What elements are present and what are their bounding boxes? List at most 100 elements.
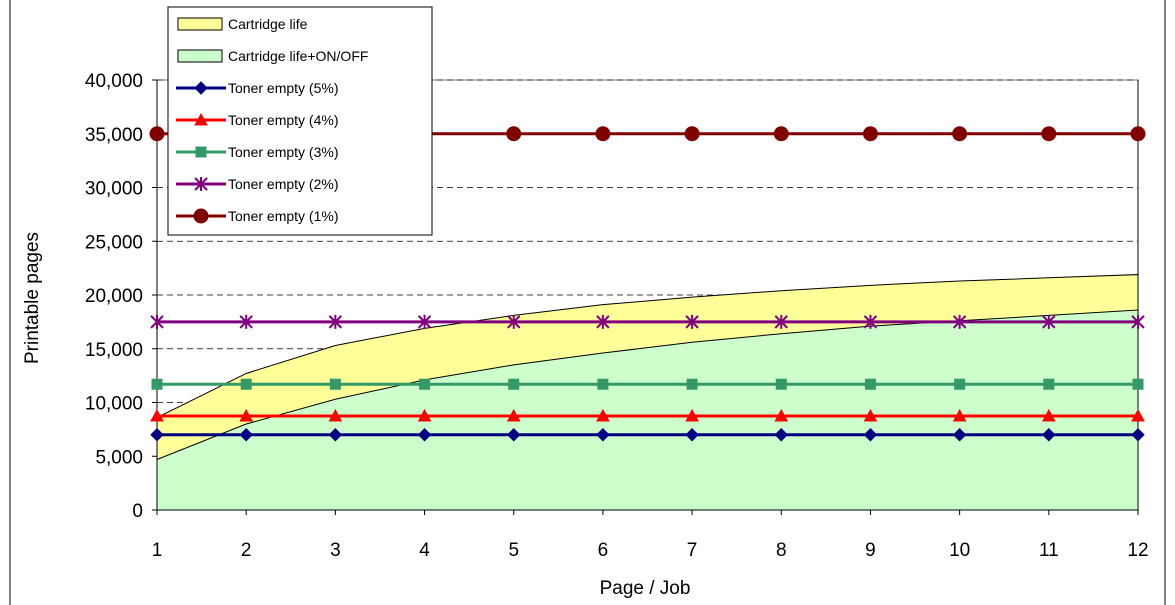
series-2-point-8 bbox=[774, 408, 789, 422]
x-tick-label-1: 2 bbox=[241, 540, 252, 561]
x-tick-label-7: 8 bbox=[776, 540, 787, 561]
series-3-point-4 bbox=[419, 378, 431, 390]
series-2-point-12 bbox=[1131, 408, 1145, 422]
x-tick-label-0: 1 bbox=[152, 540, 163, 561]
x-tick-label-8: 9 bbox=[865, 540, 876, 561]
series-2 bbox=[150, 408, 1145, 422]
series-1-point-7 bbox=[685, 428, 699, 442]
series-4-point-2 bbox=[239, 314, 253, 329]
series-5-point-11 bbox=[1041, 126, 1057, 142]
series-5-point-5 bbox=[506, 126, 522, 142]
series-3-point-2 bbox=[240, 378, 252, 390]
series-1-point-8 bbox=[774, 428, 788, 442]
series-1-point-4 bbox=[417, 428, 432, 442]
legend-label-5: Toner empty (3%) bbox=[228, 144, 338, 160]
series-4-point-4 bbox=[417, 314, 432, 329]
series-3-point-9 bbox=[864, 378, 876, 390]
x-tick-label-11: 12 bbox=[1127, 540, 1148, 561]
series-4-point-7 bbox=[685, 314, 699, 329]
series-4-point-12 bbox=[1131, 314, 1145, 329]
series-4-point-8 bbox=[774, 314, 788, 329]
series-4-point-6 bbox=[596, 314, 610, 329]
series-3 bbox=[151, 378, 1144, 390]
series-5-point-10 bbox=[952, 126, 968, 142]
series-4-point-3 bbox=[328, 314, 343, 329]
series-5-point-8 bbox=[773, 126, 789, 142]
series-5-point-12 bbox=[1130, 126, 1146, 142]
series-2-point-2 bbox=[239, 408, 254, 422]
series-2-point-10 bbox=[952, 408, 967, 422]
series-2-point-1 bbox=[150, 408, 164, 422]
x-tick-label-3: 4 bbox=[419, 540, 430, 561]
series-1-point-12 bbox=[1131, 428, 1145, 442]
legend-label-2: Cartridge life+ON/OFF bbox=[228, 48, 368, 64]
legend-swatch-2 bbox=[177, 49, 223, 63]
series-5-point-1 bbox=[149, 126, 165, 142]
tick-labels: 0 5,000 10,000 15,000 20,000 25,000 30,000 35,0… bbox=[85, 71, 1149, 561]
x-tick-label-5: 6 bbox=[598, 540, 609, 561]
y-tick-label-1: 5,000 bbox=[95, 447, 143, 468]
series-3-point-11 bbox=[1043, 378, 1055, 390]
y-tick-label-0: 0 bbox=[132, 501, 143, 522]
area-series bbox=[156, 274, 1139, 511]
x-tick-label-4: 5 bbox=[508, 540, 519, 561]
series-3-point-6 bbox=[597, 378, 609, 390]
series-1-point-10 bbox=[952, 428, 967, 442]
series-4-point-11 bbox=[1042, 314, 1056, 329]
legend-entry-3: Toner empty (5%) bbox=[176, 80, 338, 96]
x-tick-label-9: 10 bbox=[949, 540, 970, 561]
legend-entry-6: Toner empty (2%) bbox=[176, 176, 338, 192]
series-3-point-7 bbox=[686, 378, 698, 390]
series-5-point-9 bbox=[862, 126, 878, 142]
series-3-point-5 bbox=[508, 378, 520, 390]
series-2-point-11 bbox=[1041, 408, 1056, 422]
series-4-point-1 bbox=[150, 314, 164, 329]
series-5-point-6 bbox=[595, 126, 611, 142]
legend-marker-6 bbox=[194, 177, 208, 191]
legend-label-6: Toner empty (2%) bbox=[228, 176, 338, 192]
x-tick-label-2: 3 bbox=[330, 540, 341, 561]
series-3-point-3 bbox=[329, 378, 341, 390]
series-2-point-5 bbox=[506, 408, 521, 422]
series-1-point-11 bbox=[1042, 428, 1056, 442]
y-tick-label-3: 15,000 bbox=[85, 340, 143, 361]
legend-entry-2: Cartridge life+ON/OFF bbox=[177, 48, 368, 64]
series-5-point-7 bbox=[684, 126, 700, 142]
series-3-point-12 bbox=[1132, 378, 1144, 390]
legend-marker-7 bbox=[193, 208, 209, 224]
series-1-point-5 bbox=[507, 428, 521, 442]
legend-label-1: Cartridge life bbox=[228, 16, 308, 32]
series-2-point-7 bbox=[685, 408, 699, 422]
legend-label-7: Toner empty (1%) bbox=[228, 208, 338, 224]
series-4-point-9 bbox=[863, 314, 878, 329]
y-tick-label-7: 35,000 bbox=[85, 125, 143, 146]
legend-swatch-1 bbox=[177, 17, 223, 31]
series-1-point-9 bbox=[863, 428, 878, 442]
x-tick-label-6: 7 bbox=[687, 540, 698, 561]
series-1-point-2 bbox=[239, 428, 253, 442]
y-tick-label-5: 25,000 bbox=[85, 232, 143, 253]
legend-marker-4 bbox=[194, 112, 208, 126]
series-2-point-6 bbox=[596, 408, 610, 422]
series-4-point-5 bbox=[507, 314, 521, 329]
y-tick-label-2: 10,000 bbox=[85, 394, 143, 415]
legend-label-3: Toner empty (5%) bbox=[228, 80, 338, 96]
legend: Cartridge life Cartridge life+ON/OFF Toner… bbox=[167, 6, 433, 236]
series-2-point-9 bbox=[863, 408, 878, 422]
series-2-point-4 bbox=[417, 408, 432, 422]
y-tick-label-8: 40,000 bbox=[85, 71, 143, 92]
legend-label-4: Toner empty (4%) bbox=[228, 112, 338, 128]
legend-entry-4: Toner empty (4%) bbox=[176, 112, 338, 128]
series-1-point-3 bbox=[328, 428, 343, 442]
series-3-point-10 bbox=[954, 378, 966, 390]
series-1-point-1 bbox=[150, 428, 164, 442]
legend-marker-5 bbox=[195, 146, 207, 158]
x-tick-label-10: 11 bbox=[1039, 540, 1059, 561]
legend-entry-1: Cartridge life bbox=[177, 16, 308, 32]
series-4-point-10 bbox=[952, 314, 967, 329]
legend-marker-3 bbox=[194, 81, 208, 95]
series-3-point-1 bbox=[151, 378, 163, 390]
series-2-point-3 bbox=[328, 408, 343, 422]
